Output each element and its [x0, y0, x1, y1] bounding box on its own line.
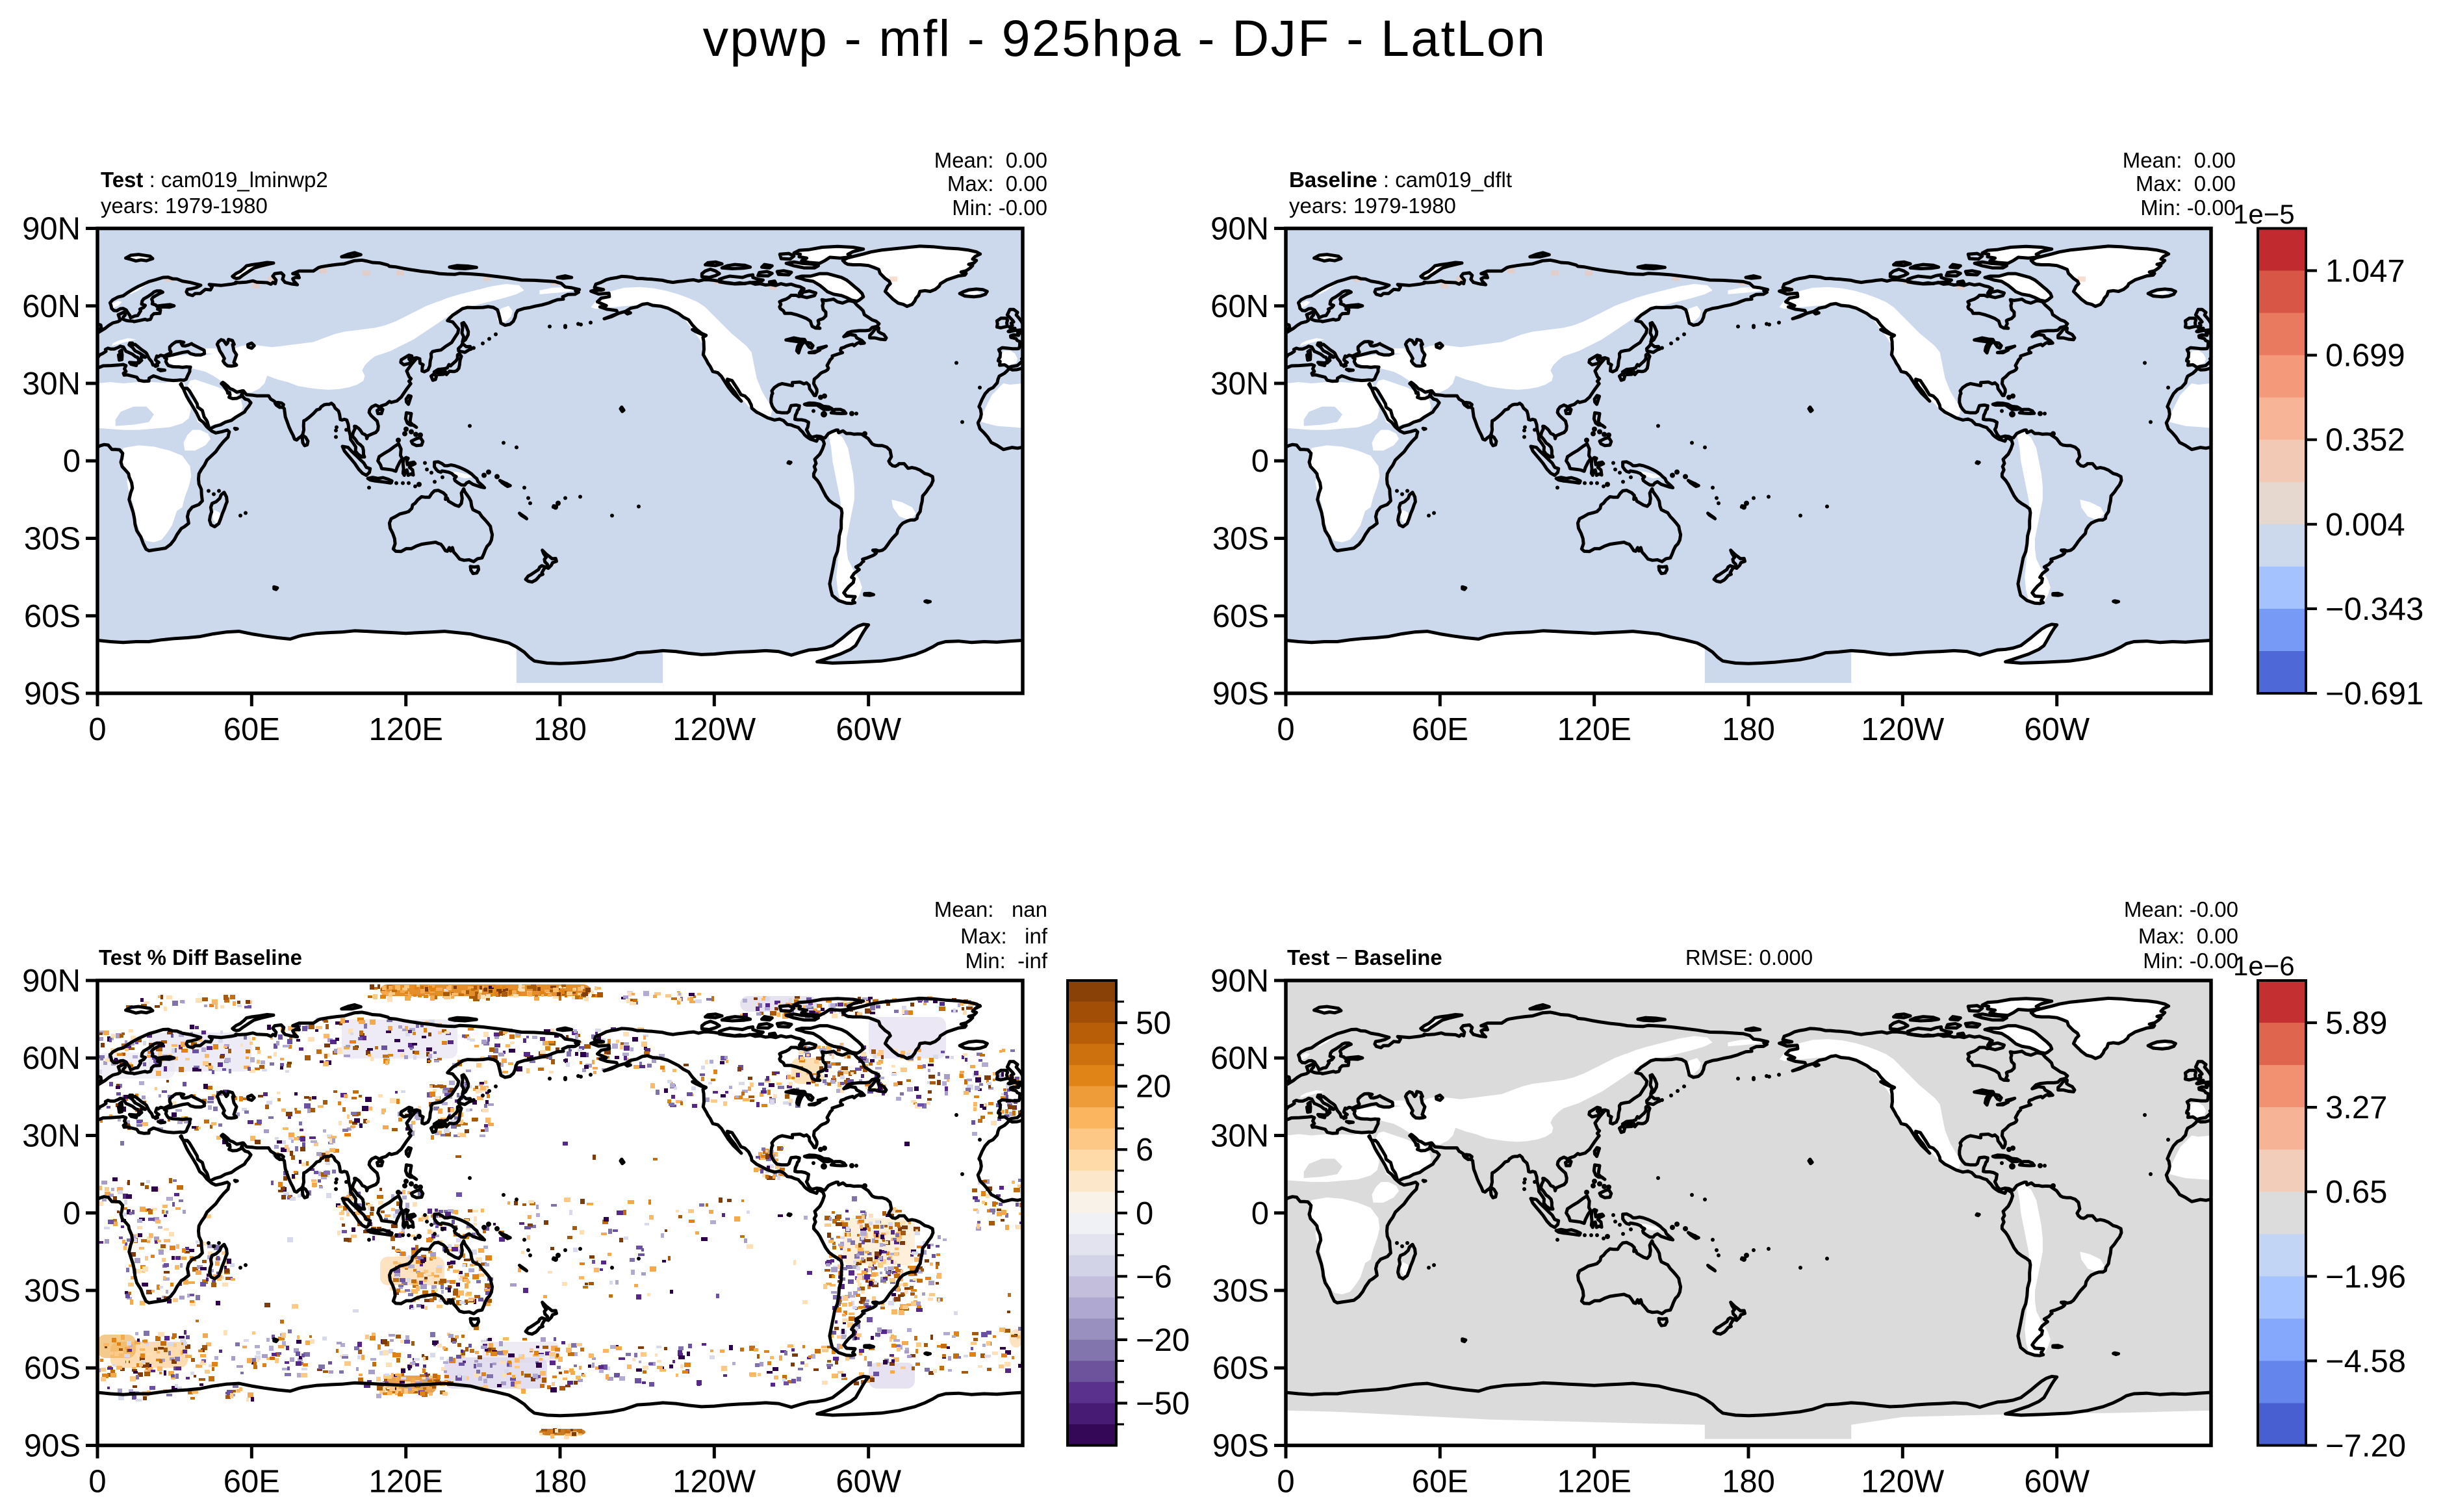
svg-text:30N: 30N	[1210, 1119, 1269, 1154]
svg-text:120E: 120E	[1557, 712, 1631, 747]
svg-text:60W: 60W	[836, 712, 902, 747]
svg-text:years: 1979-1980: years: 1979-1980	[1289, 194, 1456, 218]
svg-text:0: 0	[63, 444, 81, 479]
svg-text:30N: 30N	[22, 1119, 81, 1154]
svg-text:90S: 90S	[24, 676, 81, 711]
svg-text:Test : cam019_lminwp2: Test : cam019_lminwp2	[101, 168, 328, 192]
svg-text:Mean: 0.00: Mean: 0.00	[2123, 148, 2236, 172]
svg-text:180: 180	[1722, 1465, 1775, 1500]
svg-text:120W: 120W	[672, 1465, 756, 1500]
svg-text:60E: 60E	[1412, 1465, 1468, 1500]
svg-text:Mean: 0.00: Mean: 0.00	[934, 148, 1047, 172]
svg-text:90S: 90S	[24, 1429, 81, 1464]
svg-text:−50: −50	[1136, 1387, 1190, 1422]
svg-text:60N: 60N	[22, 1041, 81, 1076]
svg-text:90N: 90N	[22, 212, 81, 247]
svg-text:60E: 60E	[224, 1465, 280, 1500]
svg-text:0: 0	[63, 1196, 81, 1231]
svg-text:0.352: 0.352	[2325, 423, 2405, 458]
svg-text:Max: inf: Max: inf	[960, 924, 1048, 948]
svg-text:60W: 60W	[2024, 1465, 2090, 1500]
svg-text:Test − Baseline: Test − Baseline	[1287, 945, 1442, 969]
svg-text:0.65: 0.65	[2325, 1175, 2387, 1210]
svg-text:30N: 30N	[22, 366, 81, 402]
svg-text:1.047: 1.047	[2325, 254, 2405, 289]
svg-text:0: 0	[1251, 1196, 1269, 1231]
svg-text:1e−6: 1e−6	[2233, 951, 2295, 981]
svg-text:60W: 60W	[2024, 712, 2090, 747]
svg-text:Test % Diff Baseline: Test % Diff Baseline	[99, 945, 302, 969]
svg-text:120E: 120E	[368, 1465, 442, 1500]
svg-text:120E: 120E	[368, 712, 442, 747]
svg-text:60S: 60S	[1212, 1351, 1269, 1386]
svg-text:180: 180	[533, 712, 587, 747]
svg-text:0: 0	[1277, 1465, 1294, 1500]
svg-text:60S: 60S	[24, 1351, 81, 1386]
svg-text:Min: -inf: Min: -inf	[965, 949, 1047, 973]
svg-text:Min: -0.00: Min: -0.00	[952, 196, 1047, 220]
svg-text:90S: 90S	[1212, 676, 1269, 711]
svg-text:Min: -0.00: Min: -0.00	[2140, 196, 2236, 220]
svg-text:Max: 0.00: Max: 0.00	[2136, 172, 2236, 196]
svg-text:−1.96: −1.96	[2325, 1259, 2406, 1294]
svg-text:0: 0	[1251, 444, 1269, 479]
svg-text:60W: 60W	[836, 1465, 902, 1500]
svg-text:120W: 120W	[1861, 712, 1945, 747]
svg-text:120W: 120W	[1861, 1465, 1945, 1500]
svg-text:60N: 60N	[1210, 289, 1269, 324]
svg-text:60S: 60S	[1212, 599, 1269, 634]
svg-text:Baseline : cam019_dflt: Baseline : cam019_dflt	[1289, 168, 1512, 192]
svg-text:120W: 120W	[672, 712, 756, 747]
svg-text:60N: 60N	[1210, 1041, 1269, 1076]
svg-text:0: 0	[1136, 1196, 1153, 1231]
svg-text:180: 180	[533, 1465, 587, 1500]
svg-text:1e−5: 1e−5	[2233, 199, 2295, 229]
svg-text:Mean: -0.00: Mean: -0.00	[2124, 897, 2238, 921]
svg-text:3.27: 3.27	[2325, 1090, 2387, 1125]
svg-text:120E: 120E	[1557, 1465, 1631, 1500]
svg-text:Min: -0.00: Min: -0.00	[2143, 949, 2238, 973]
svg-text:60E: 60E	[1412, 712, 1468, 747]
svg-text:30N: 30N	[1210, 366, 1269, 402]
svg-text:0.699: 0.699	[2325, 339, 2405, 374]
svg-text:90N: 90N	[22, 964, 81, 999]
svg-text:−0.691: −0.691	[2325, 676, 2424, 711]
svg-text:90N: 90N	[1210, 964, 1269, 999]
svg-text:years: 1979-1980: years: 1979-1980	[101, 194, 268, 218]
svg-text:30S: 30S	[1212, 1274, 1269, 1309]
svg-text:0.004: 0.004	[2325, 507, 2405, 543]
svg-text:60N: 60N	[22, 289, 81, 324]
svg-text:0: 0	[1277, 712, 1294, 747]
svg-text:0: 0	[88, 1465, 106, 1500]
svg-text:180: 180	[1722, 712, 1775, 747]
svg-text:50: 50	[1136, 1006, 1171, 1041]
svg-text:−6: −6	[1136, 1259, 1172, 1294]
svg-text:0: 0	[88, 712, 106, 747]
svg-text:20: 20	[1136, 1070, 1171, 1105]
svg-text:6: 6	[1136, 1133, 1153, 1168]
svg-text:Max: 0.00: Max: 0.00	[2138, 924, 2238, 948]
svg-text:Mean: nan: Mean: nan	[934, 897, 1047, 921]
svg-text:vpwp - mfl - 925hpa - DJF - La: vpwp - mfl - 925hpa - DJF - LatLon	[703, 9, 1547, 67]
svg-text:Max: 0.00: Max: 0.00	[947, 172, 1047, 196]
svg-text:−20: −20	[1136, 1323, 1190, 1358]
svg-text:RMSE: 0.000: RMSE: 0.000	[1685, 945, 1813, 969]
svg-text:−4.58: −4.58	[2325, 1344, 2406, 1379]
svg-text:90S: 90S	[1212, 1429, 1269, 1464]
svg-text:5.89: 5.89	[2325, 1006, 2387, 1041]
svg-text:−0.343: −0.343	[2325, 592, 2424, 627]
svg-text:30S: 30S	[24, 1274, 81, 1309]
svg-text:30S: 30S	[1212, 522, 1269, 557]
svg-text:30S: 30S	[24, 522, 81, 557]
svg-text:−7.20: −7.20	[2325, 1429, 2406, 1464]
svg-text:90N: 90N	[1210, 212, 1269, 247]
svg-text:60E: 60E	[224, 712, 280, 747]
svg-text:60S: 60S	[24, 599, 81, 634]
